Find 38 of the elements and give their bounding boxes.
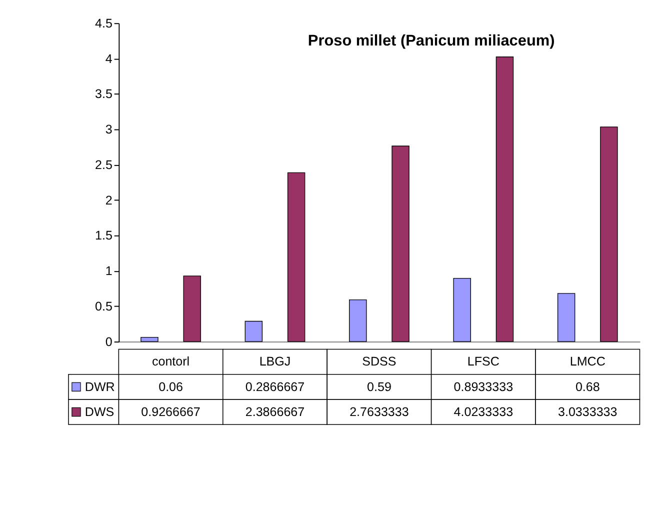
y-tick-label: 0 (105, 334, 112, 349)
bar (140, 336, 158, 342)
data-label: 0.68 (575, 380, 600, 394)
x-tick-label: SDSS (362, 354, 396, 369)
y-tick-label: 3.5 (94, 87, 112, 102)
data-label: 0.2866667 (245, 380, 305, 394)
data-label: 2.3866667 (245, 404, 305, 419)
bar (183, 276, 201, 342)
bar (600, 126, 618, 342)
y-tick-label: 1.5 (94, 228, 112, 243)
text: Proso millet (Panicum miliaceum) (308, 32, 555, 50)
bar (287, 172, 306, 342)
y-tick-label: 2.5 (94, 158, 112, 172)
bar (557, 293, 576, 342)
legend-label: DWS (84, 404, 114, 419)
y-tick-label: 3 (105, 122, 112, 137)
legend-label: DWR (84, 380, 115, 394)
bar (392, 146, 410, 342)
data-label: 0.9266667 (141, 404, 200, 419)
y-tick-label: 0.5 (94, 300, 112, 314)
x-tick-label: LMCC (570, 354, 606, 369)
data-label: 2.7633333 (350, 404, 409, 419)
bar (496, 56, 514, 342)
data-label: 0.59 (367, 380, 392, 394)
y-tick-label: 4 (105, 52, 112, 66)
y-tick-label: 4.5 (94, 16, 112, 30)
bar (244, 320, 263, 342)
x-tick-label: LFSC (467, 354, 500, 369)
y-tick-label: 2 (105, 193, 112, 208)
x-tick-label: LBGJ (259, 354, 291, 369)
bar (349, 299, 367, 342)
data-label: 3.0333333 (558, 404, 618, 419)
bar (453, 278, 471, 342)
data-label: 4.0233333 (454, 404, 514, 419)
data-label: 0.8933333 (454, 380, 514, 394)
y-tick-label: 1 (105, 264, 112, 278)
data-label: 0.06 (158, 380, 184, 394)
x-tick-label: contorl (152, 354, 190, 369)
